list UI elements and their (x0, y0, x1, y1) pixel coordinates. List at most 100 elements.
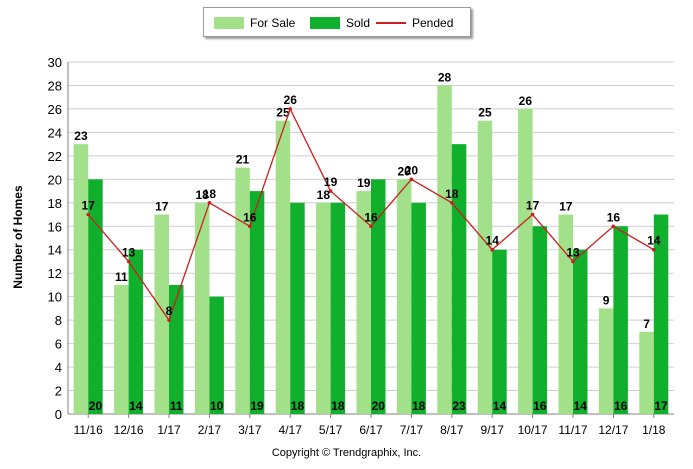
bar-sold-11/16 (88, 179, 103, 414)
bar-sold-12/17 (613, 226, 628, 414)
data-label-sold-8/17: 23 (452, 399, 466, 413)
bar-for-sale-4/17 (275, 120, 291, 415)
point-pended-9/17 (490, 247, 495, 252)
data-label-pended-9/17: 14 (486, 234, 500, 248)
bar-sold-1/17 (169, 284, 184, 414)
y-axis-label: Number of Homes (11, 185, 25, 289)
y-tick-label-12: 12 (48, 266, 62, 281)
bar-for-sale-11/17 (558, 214, 573, 414)
x-tick-label-1/17: 1/17 (157, 423, 181, 437)
data-label-for-sale-12/17: 9 (603, 293, 610, 307)
data-label-pended-7/17: 20 (405, 163, 419, 177)
bar-for-sale-11/16 (73, 144, 89, 414)
data-label-for-sale-2/17: 18 (195, 188, 209, 202)
data-label-pended-6/17: 16 (364, 210, 378, 224)
data-label-pended-12/17: 16 (607, 210, 621, 224)
bar-sold-10/17 (532, 226, 548, 414)
data-label-sold-12/17: 16 (614, 399, 628, 413)
data-label-pended-10/17: 17 (526, 199, 540, 213)
x-tick-label-5/17: 5/17 (319, 423, 343, 437)
data-label-sold-3/17: 19 (250, 399, 264, 413)
data-label-sold-11/16: 20 (89, 399, 103, 413)
data-label-sold-6/17: 20 (372, 399, 386, 413)
y-tick-label-22: 22 (48, 149, 62, 164)
point-pended-1/17 (167, 318, 171, 322)
data-label-sold-7/17: 18 (412, 399, 426, 413)
y-tick-label-8: 8 (55, 313, 62, 328)
point-pended-8/17 (450, 201, 454, 205)
bar-for-sale-6/17 (356, 191, 371, 414)
bar-sold-7/17 (411, 202, 426, 414)
data-label-sold-1/18: 17 (654, 399, 668, 413)
y-tick-label-16: 16 (48, 219, 62, 234)
data-label-sold-10/17: 16 (533, 399, 547, 413)
data-label-for-sale-8/17: 28 (438, 70, 452, 84)
data-label-for-sale-1/18: 7 (643, 317, 650, 331)
y-tick-label-28: 28 (48, 78, 62, 93)
data-label-for-sale-10/17: 26 (519, 94, 533, 108)
bar-for-sale-12/17 (598, 308, 614, 414)
point-pended-4/17 (288, 107, 293, 111)
x-tick-label-6/17: 6/17 (359, 423, 383, 437)
bar-sold-12/16 (128, 249, 144, 414)
data-label-sold-2/17: 10 (210, 399, 224, 413)
x-tick-label-12/17: 12/17 (598, 423, 628, 437)
bar-for-sale-3/17 (235, 167, 250, 414)
x-tick-label-11/17: 11/17 (558, 423, 587, 437)
copyright-text: Copyright © Trendgraphix, Inc. (271, 447, 422, 459)
data-label-for-sale-1/17: 17 (155, 200, 169, 214)
legend-swatch-pended (376, 22, 406, 24)
y-tick-label-26: 26 (48, 102, 62, 117)
legend-label-pended: Pended (412, 16, 454, 30)
bar-sold-2/17 (209, 296, 224, 414)
data-label-pended-11/17: 13 (566, 245, 580, 259)
data-label-for-sale-6/17: 19 (357, 176, 371, 190)
y-tick-label-14: 14 (48, 243, 62, 258)
data-label-pended-11/16: 17 (82, 199, 96, 213)
point-pended-11/16 (86, 212, 90, 217)
legend-swatch-for-sale (214, 17, 244, 29)
x-tick-label-4/17: 4/17 (279, 423, 303, 437)
x-tick-label-9/17: 9/17 (481, 423, 505, 437)
point-pended-1/18 (652, 247, 656, 252)
data-label-for-sale-7/17: 20 (397, 164, 411, 178)
point-pended-6/17 (369, 224, 373, 229)
bar-for-sale-8/17 (437, 85, 452, 414)
legend-item-for-sale: For Sale (214, 16, 295, 30)
bar-sold-5/17 (330, 202, 346, 414)
data-label-sold-11/17: 14 (574, 399, 588, 413)
data-label-pended-12/16: 13 (122, 245, 136, 259)
point-pended-10/17 (530, 212, 535, 217)
bar-sold-8/17 (451, 144, 467, 414)
data-label-sold-9/17: 14 (493, 399, 507, 413)
bar-sold-1/18 (653, 214, 669, 414)
x-tick-label-10/17: 10/17 (518, 423, 548, 437)
y-tick-label-6: 6 (55, 337, 62, 352)
legend-swatch-sold (310, 17, 340, 29)
data-label-pended-4/17: 26 (284, 93, 298, 107)
data-label-for-sale-5/17: 18 (317, 188, 331, 202)
y-tick-label-4: 4 (55, 360, 62, 375)
bar-for-sale-1/18 (639, 331, 654, 414)
data-label-for-sale-12/16: 11 (115, 270, 128, 284)
bar-sold-11/17 (573, 249, 588, 414)
data-label-pended-8/17: 18 (445, 187, 459, 201)
bar-sold-9/17 (492, 249, 507, 414)
legend-item-pended: Pended (376, 16, 453, 30)
x-tick-label-12/16: 12/16 (114, 423, 144, 437)
bar-for-sale-5/17 (316, 202, 331, 414)
data-label-for-sale-11/16: 23 (74, 129, 88, 143)
x-tick-label-8/17: 8/17 (440, 423, 464, 437)
bar-sold-4/17 (290, 202, 305, 414)
legend-label-for-sale: For Sale (250, 16, 296, 30)
point-pended-11/17 (571, 259, 575, 264)
bar-for-sale-9/17 (477, 120, 493, 415)
y-tick-label-18: 18 (48, 196, 62, 211)
data-label-sold-4/17: 18 (291, 399, 305, 413)
bar-for-sale-12/16 (114, 284, 129, 414)
x-tick-label-1/18: 1/18 (642, 423, 666, 437)
legend-label-sold: Sold (346, 16, 371, 30)
data-label-sold-12/16: 14 (129, 399, 143, 413)
x-tick-label-2/17: 2/17 (198, 423, 222, 437)
